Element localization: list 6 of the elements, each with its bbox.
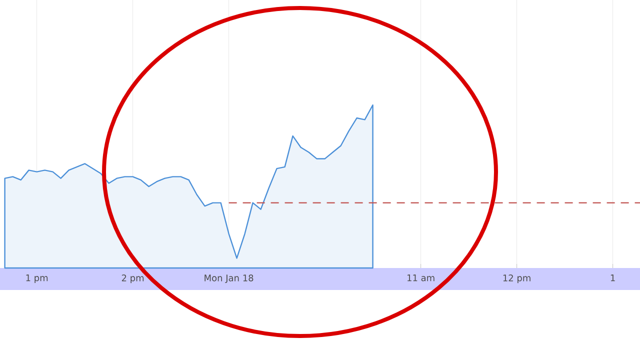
x-tick-label: 12 pm: [503, 274, 530, 284]
x-tick-label: Mon Jan 18: [204, 274, 254, 284]
x-tick-label: 1 pm: [26, 274, 48, 283]
x-tick-label: 11 am: [407, 274, 434, 282]
x-tick-label: 2 pm: [122, 274, 144, 284]
x-tick-label: 1: [610, 274, 615, 282]
